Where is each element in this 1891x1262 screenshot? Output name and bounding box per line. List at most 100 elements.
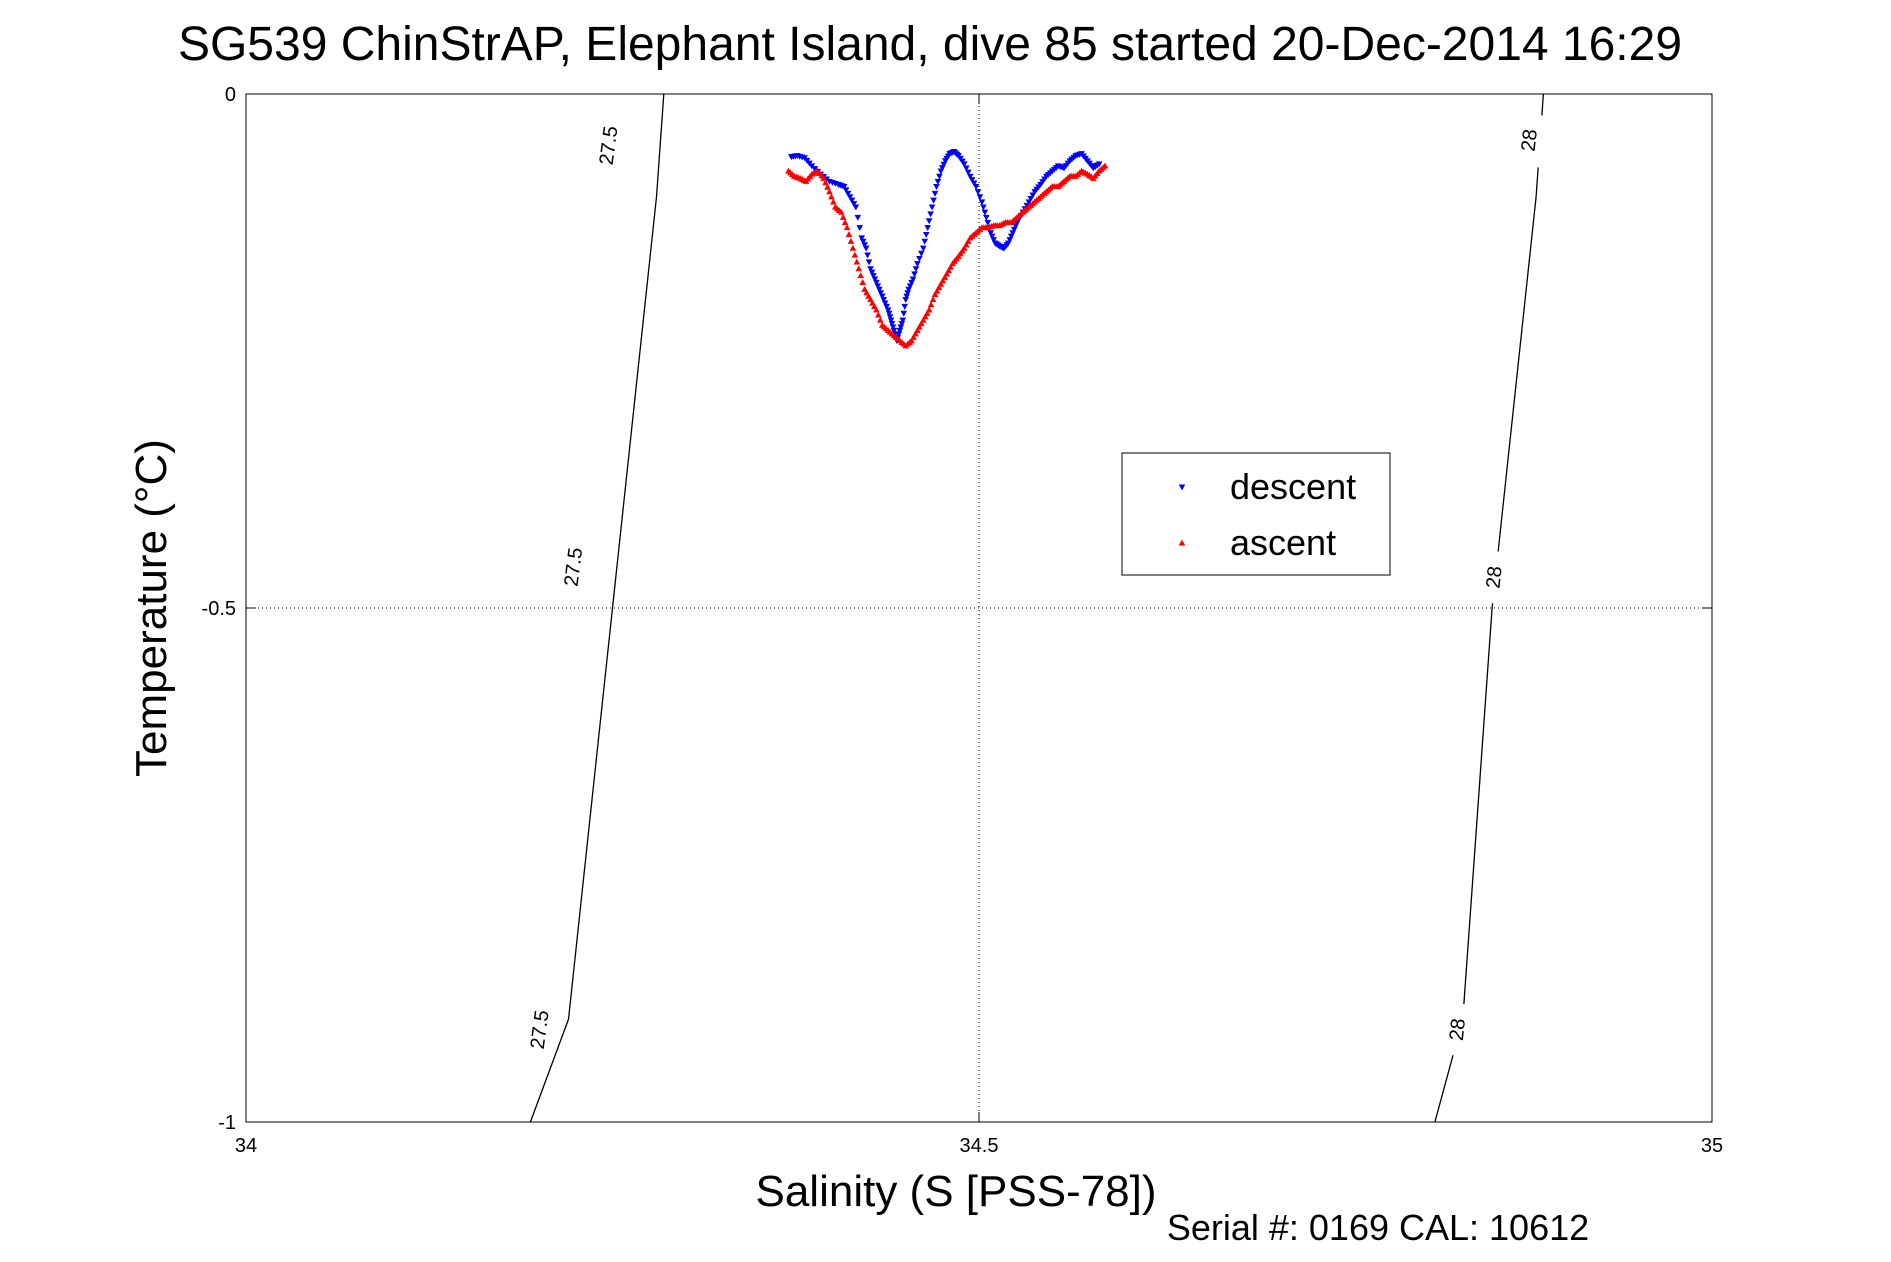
data-point-descent <box>850 201 858 208</box>
data-point-ascent <box>923 309 931 316</box>
data-point-ascent <box>927 301 935 308</box>
data-point-descent <box>888 321 896 328</box>
data-point-descent <box>962 165 970 172</box>
data-point-descent <box>840 183 848 190</box>
isopycnal-label: 27.5 <box>596 125 623 166</box>
data-point-ascent <box>847 237 855 244</box>
data-point-descent <box>921 238 929 245</box>
data-point-descent <box>974 189 982 196</box>
data-point-ascent <box>859 279 867 286</box>
data-point-descent <box>978 199 986 206</box>
isopycnal-label-bg <box>1476 549 1511 605</box>
data-point-descent <box>984 219 992 226</box>
y-tick-label: 0 <box>225 84 236 106</box>
data-point-descent <box>983 214 990 221</box>
data-point-ascent <box>925 306 933 313</box>
data-point-ascent <box>929 296 937 303</box>
data-point-ascent <box>1101 162 1109 169</box>
data-point-descent <box>1027 195 1035 202</box>
data-point-ascent <box>837 208 845 215</box>
series-descent <box>788 149 1103 345</box>
data-point-descent <box>885 310 893 317</box>
data-point-descent <box>868 269 876 276</box>
series-ascent <box>785 162 1109 349</box>
isopycnal-contours: 27.5 27.5 27.5 28 28 28 <box>521 93 1546 1123</box>
data-point-ascent <box>849 244 857 251</box>
legend-label-ascent: ascent <box>1230 522 1336 563</box>
data-point-descent <box>876 286 883 293</box>
data-point-ascent <box>826 188 833 195</box>
data-point-descent <box>861 242 868 249</box>
data-point-descent <box>890 327 898 334</box>
data-point-descent <box>936 173 943 180</box>
data-point-ascent <box>961 244 968 251</box>
data-point-descent <box>848 197 856 204</box>
data-point-descent <box>928 204 936 211</box>
data-point-descent <box>846 194 854 201</box>
chart-title: SG539 ChinStrAP, Elephant Island, dive 8… <box>178 18 1682 71</box>
data-point-descent <box>981 209 989 216</box>
legend-box <box>1121 452 1391 576</box>
data-point-descent <box>889 324 897 331</box>
data-point-ascent <box>853 258 861 265</box>
data-point-ascent <box>921 313 929 320</box>
data-point-ascent <box>964 237 972 244</box>
isopycnal-line <box>529 93 665 1123</box>
data-point-ascent <box>941 273 949 280</box>
data-point-ascent <box>908 337 915 344</box>
data-point-descent <box>1095 161 1103 168</box>
data-point-descent <box>1025 199 1033 206</box>
data-point-ascent <box>851 251 859 258</box>
data-point-descent <box>899 317 907 324</box>
data-point-ascent <box>931 291 939 298</box>
data-point-ascent <box>865 292 872 299</box>
data-point-ascent <box>855 265 863 272</box>
legend-marker-descent <box>1178 484 1186 491</box>
isopycnal-label: 28 <box>1482 565 1506 589</box>
data-point-ascent <box>830 198 837 205</box>
data-point-descent <box>871 276 879 283</box>
data-point-descent <box>931 190 939 197</box>
data-point-descent <box>933 183 940 190</box>
data-point-descent <box>970 180 978 187</box>
isopycnal-label-bg <box>521 1001 557 1058</box>
data-point-ascent <box>875 311 882 318</box>
data-point-descent <box>873 279 880 286</box>
data-point-ascent <box>939 277 947 284</box>
data-point-descent <box>968 177 976 184</box>
data-point-descent <box>864 252 871 259</box>
data-point-descent <box>980 204 987 211</box>
y-tick-label: -0.5 <box>202 598 236 620</box>
x-tick-label: 35 <box>1701 1135 1723 1157</box>
data-point-descent <box>914 261 921 268</box>
y-axis-label: Temperature (°C) <box>127 439 176 777</box>
isopycnal-label: 27.5 <box>560 546 587 587</box>
data-point-descent <box>886 314 894 321</box>
data-point-descent <box>854 214 862 221</box>
data-point-descent <box>844 190 852 197</box>
data-point-ascent <box>820 174 827 181</box>
data-point-ascent <box>962 241 970 248</box>
data-point-ascent <box>935 284 943 291</box>
data-point-ascent <box>912 330 919 337</box>
data-point-descent <box>961 161 968 168</box>
data-point-descent <box>874 283 882 290</box>
data-point-descent <box>924 225 931 232</box>
y-tick-label: -1 <box>218 1112 236 1134</box>
data-point-descent <box>966 173 974 180</box>
data-point-descent <box>987 230 995 237</box>
data-point-descent <box>859 238 867 245</box>
x-axis-ticks: 34 34.5 35 <box>235 94 1723 1157</box>
data-point-ascent <box>933 287 941 294</box>
isopycnal-label: 27.5 <box>527 1009 554 1050</box>
data-point-ascent <box>867 296 874 303</box>
data-point-descent <box>1029 192 1037 199</box>
x-tick-label: 34.5 <box>960 1135 999 1157</box>
data-point-ascent <box>910 333 917 340</box>
data-point-descent <box>884 307 892 314</box>
data-point-descent <box>862 245 870 252</box>
isopycnal-label-bg <box>1512 112 1546 168</box>
data-point-descent <box>911 271 918 278</box>
data-point-ascent <box>863 289 870 296</box>
